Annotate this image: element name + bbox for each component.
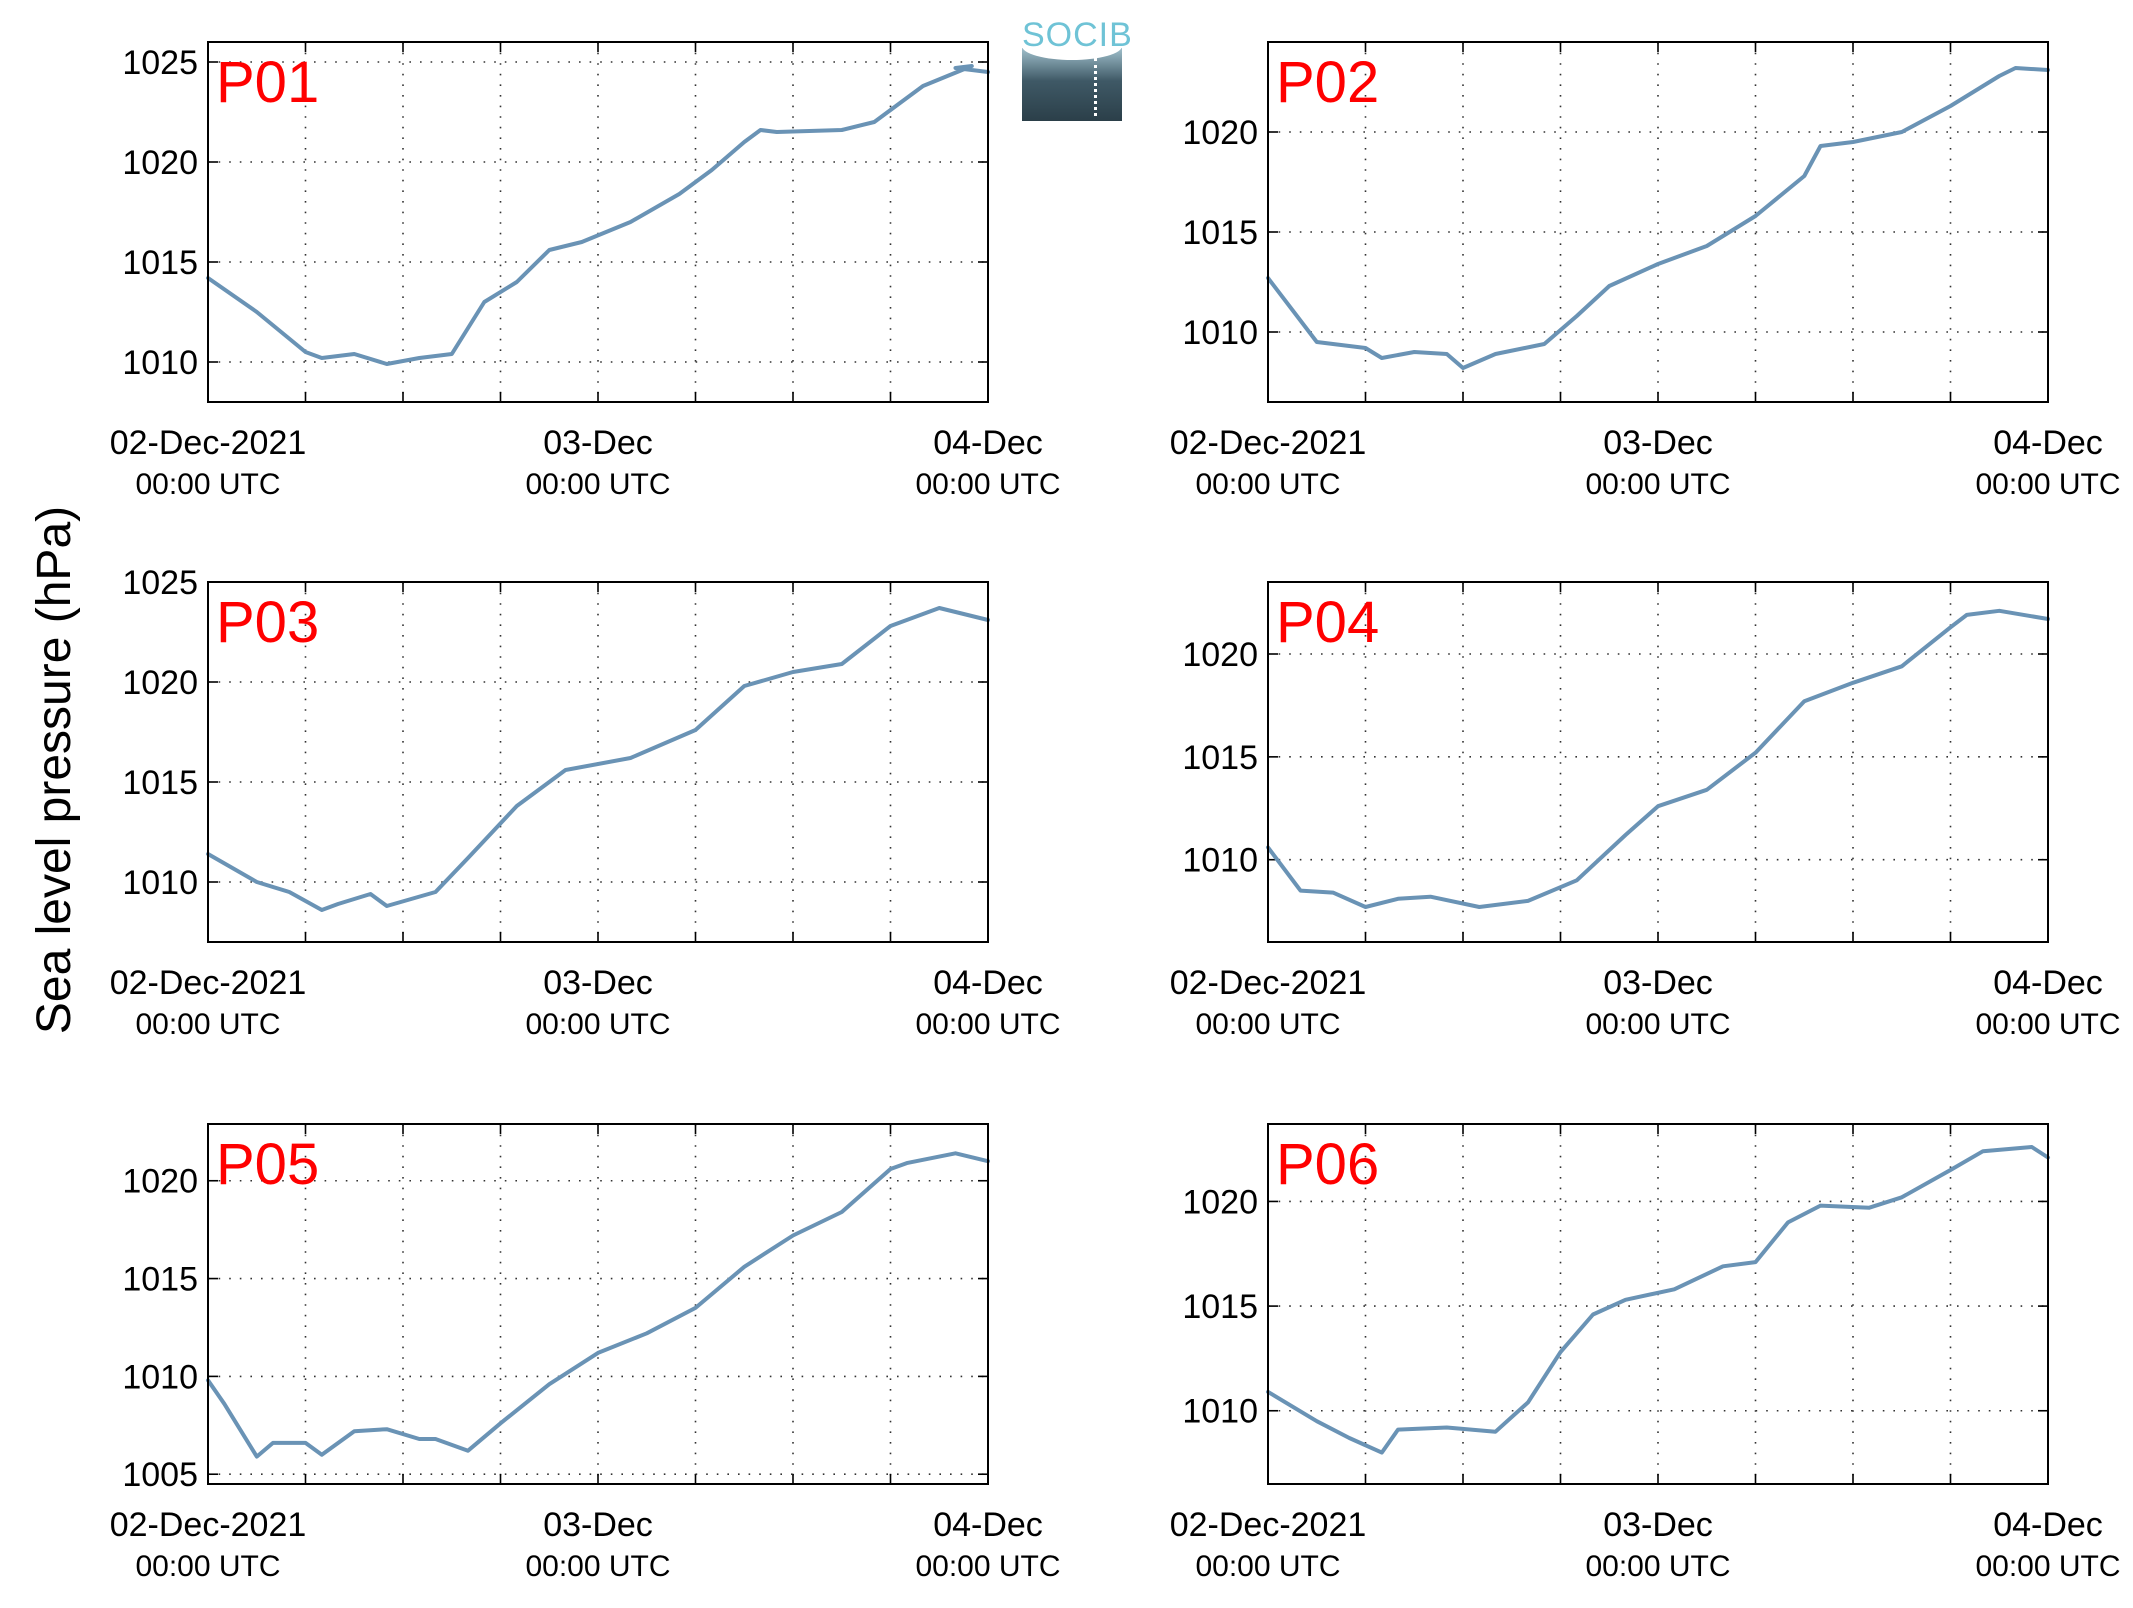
y-tick-label: 1010 — [1182, 314, 1258, 352]
x-tick-label-time: 00:00 UTC — [1195, 1550, 1340, 1583]
plot-frame — [1267, 581, 2049, 943]
logo-wave — [1022, 46, 1122, 60]
x-tick-label-time: 00:00 UTC — [1585, 1008, 1730, 1041]
panel-title: P06 — [1276, 1132, 1379, 1197]
x-tick-label-date: 04-Dec — [1993, 1506, 2103, 1544]
x-tick-label-date: 03-Dec — [1603, 1506, 1713, 1544]
x-tick-label-date: 02-Dec-2021 — [110, 424, 307, 462]
x-tick-label-time: 00:00 UTC — [135, 468, 280, 501]
y-tick-label: 1010 — [122, 344, 198, 382]
series-line-P04 — [1266, 608, 2050, 909]
x-tick-label-time: 00:00 UTC — [1585, 1550, 1730, 1583]
x-tick-label-date: 04-Dec — [933, 424, 1043, 462]
y-tick-label: 1005 — [122, 1456, 198, 1494]
x-tick-label-time: 00:00 UTC — [525, 468, 670, 501]
y-tick-label: 1010 — [122, 1358, 198, 1396]
logo-dash — [1094, 58, 1097, 116]
socib-logo: SOCIB — [1022, 16, 1133, 121]
chart-panel-4: 1010 1015 1020 02-Dec-2021 00:00 UTC 03-Dec 00… — [1170, 581, 2121, 1041]
x-tick-label-date: 03-Dec — [1603, 964, 1713, 1002]
x-tick-label-time: 00:00 UTC — [1975, 1008, 2120, 1041]
panel-title: P03 — [216, 590, 319, 655]
x-tick-label-time: 00:00 UTC — [915, 468, 1060, 501]
x-tick-label-date: 02-Dec-2021 — [110, 964, 307, 1002]
x-tick-label-date: 02-Dec-2021 — [1170, 1506, 1367, 1544]
x-tick-label-time: 00:00 UTC — [525, 1008, 670, 1041]
x-tick-label-date: 04-Dec — [933, 964, 1043, 1002]
x-tick-label-time: 00:00 UTC — [525, 1550, 670, 1583]
x-tick-label-time: 00:00 UTC — [915, 1008, 1060, 1041]
y-tick-label: 1015 — [122, 764, 198, 802]
plot-frame — [207, 41, 989, 403]
x-tick-label-date: 02-Dec-2021 — [110, 1506, 307, 1544]
y-tick-label: 1020 — [1182, 114, 1258, 152]
x-tick-label-time: 00:00 UTC — [915, 1550, 1060, 1583]
plot-frame — [1267, 41, 2049, 403]
logo-text: SOCIB — [1022, 16, 1133, 54]
chart-panel-6: 1010 1015 1020 02-Dec-2021 00:00 UTC 03-Dec 00… — [1170, 1123, 2121, 1583]
y-tick-label: 1015 — [1182, 1288, 1258, 1326]
series-line-P03 — [206, 606, 990, 912]
y-tick-label: 1025 — [122, 564, 198, 602]
x-tick-label-time: 00:00 UTC — [1975, 1550, 2120, 1583]
x-tick-label-time: 00:00 UTC — [1195, 1008, 1340, 1041]
panel-title: P04 — [1276, 590, 1379, 655]
x-tick-label-date: 02-Dec-2021 — [1170, 424, 1367, 462]
chart-panel-3: 1010 1015 1020 1025 02-Dec-2021 00:00 UTC 03-D… — [110, 564, 1061, 1041]
x-tick-label-date: 03-Dec — [543, 1506, 653, 1544]
y-tick-label: 1025 — [122, 44, 198, 82]
y-tick-label: 1015 — [122, 244, 198, 282]
x-tick-label-time: 00:00 UTC — [1975, 468, 2120, 501]
chart-panel-1: 1010 1015 1020 1025 02-Dec-2021 00:00 UTC 03-D… — [110, 41, 1061, 501]
x-tick-label-date: 04-Dec — [1993, 964, 2103, 1002]
x-tick-label-date: 04-Dec — [1993, 424, 2103, 462]
y-tick-label: 1015 — [1182, 739, 1258, 777]
panel-title: P02 — [1276, 50, 1379, 115]
y-tick-label: 1020 — [1182, 1183, 1258, 1221]
x-tick-label-time: 00:00 UTC — [135, 1550, 280, 1583]
y-tick-label: 1010 — [1182, 842, 1258, 880]
plot-frame — [207, 581, 989, 943]
x-tick-label-date: 03-Dec — [543, 424, 653, 462]
plot-frame — [207, 1123, 989, 1485]
panel-title: P05 — [216, 1132, 319, 1197]
y-tick-label: 1020 — [122, 1163, 198, 1201]
logo-graphic — [1022, 48, 1122, 121]
x-tick-label-date: 03-Dec — [543, 964, 653, 1002]
x-tick-label-time: 00:00 UTC — [1585, 468, 1730, 501]
x-tick-label-date: 03-Dec — [1603, 424, 1713, 462]
figure-ylabel: Sea level pressure (hPa) — [28, 506, 81, 1034]
x-tick-label-time: 00:00 UTC — [1195, 468, 1340, 501]
series-line-P02 — [1266, 66, 2050, 370]
panel-title: P01 — [216, 50, 319, 115]
y-tick-label: 1010 — [122, 864, 198, 902]
x-tick-label-date: 04-Dec — [933, 1506, 1043, 1544]
series-line-P06 — [1266, 1145, 2050, 1455]
x-tick-label-date: 02-Dec-2021 — [1170, 964, 1367, 1002]
series-line-P01 — [206, 64, 990, 366]
chart-panel-5: 1005 1010 1015 1020 02-Dec-2021 00:00 UTC 03-D… — [110, 1123, 1061, 1583]
y-tick-label: 1020 — [1182, 636, 1258, 674]
y-tick-label: 1020 — [122, 144, 198, 182]
chart-panel-2: 1010 1015 1020 02-Dec-2021 00:00 UTC 03-Dec 00… — [1170, 41, 2121, 501]
plot-frame — [1267, 1123, 2049, 1485]
y-tick-label: 1015 — [122, 1261, 198, 1299]
x-tick-label-time: 00:00 UTC — [135, 1008, 280, 1041]
y-tick-label: 1015 — [1182, 214, 1258, 252]
y-tick-label: 1010 — [1182, 1393, 1258, 1431]
y-tick-label: 1020 — [122, 664, 198, 702]
